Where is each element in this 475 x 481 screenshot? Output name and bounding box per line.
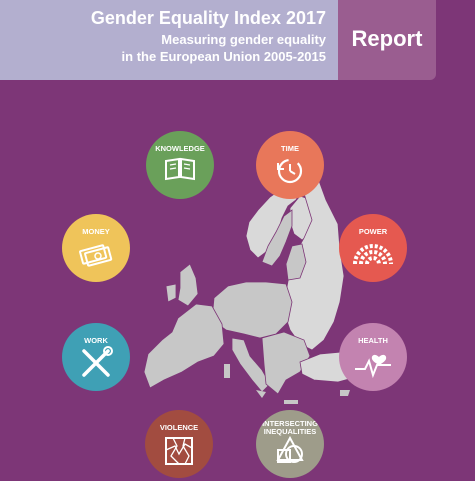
money-icon: [79, 244, 113, 267]
report-subtitle-line1: Measuring gender equality: [161, 32, 326, 47]
report-subtitle-line2: in the European Union 2005-2015: [121, 49, 326, 64]
map-italy: [231, 337, 271, 393]
map-central-europe: [211, 281, 293, 339]
parliament-icon: [353, 244, 393, 265]
map-uk: [177, 263, 199, 307]
broken-glass-icon: [165, 437, 193, 465]
map-cyprus: [340, 390, 350, 396]
map-sardinia: [224, 364, 230, 378]
heartbeat-icon: [355, 354, 391, 379]
tools-icon: [82, 346, 113, 377]
work-label: WORK: [84, 336, 108, 345]
money-label: MONEY: [82, 227, 110, 236]
money-domain: MONEY: [62, 214, 130, 282]
power-label: POWER: [358, 227, 388, 236]
map-sweden: [261, 209, 293, 267]
knowledge-domain: KNOWLEDGE: [146, 131, 214, 199]
intersecting-inequalities-label: INTERSECTING INEQUALITIES: [262, 419, 318, 436]
intersecting-inequalities-domain: INTERSECTING INEQUALITIES: [256, 410, 324, 478]
report-label: Report: [351, 26, 423, 51]
knowledge-label: KNOWLEDGE: [155, 144, 205, 153]
health-label: HEALTH: [358, 336, 388, 345]
work-domain: WORK: [62, 323, 130, 391]
power-domain: POWER: [339, 214, 407, 282]
book-icon: [165, 157, 195, 181]
header-banner: Gender Equality Index 2017 Measuring gen…: [0, 0, 338, 80]
map-baltics: [285, 243, 307, 281]
map-crete: [284, 400, 298, 404]
report-title: Gender Equality Index 2017: [90, 8, 326, 28]
clock-icon: [277, 158, 303, 184]
time-domain: TIME: [256, 131, 324, 199]
violence-domain: VIOLENCE: [145, 410, 213, 478]
time-label: TIME: [281, 144, 299, 153]
map-balkans: [261, 331, 311, 395]
map-western-europe: [143, 303, 225, 389]
health-domain: HEALTH: [339, 323, 407, 391]
shapes-icon: [276, 435, 304, 463]
map-sicily: [256, 390, 266, 398]
map-ireland: [165, 283, 177, 303]
report-tab: Report: [338, 0, 436, 80]
violence-label: VIOLENCE: [159, 423, 199, 432]
